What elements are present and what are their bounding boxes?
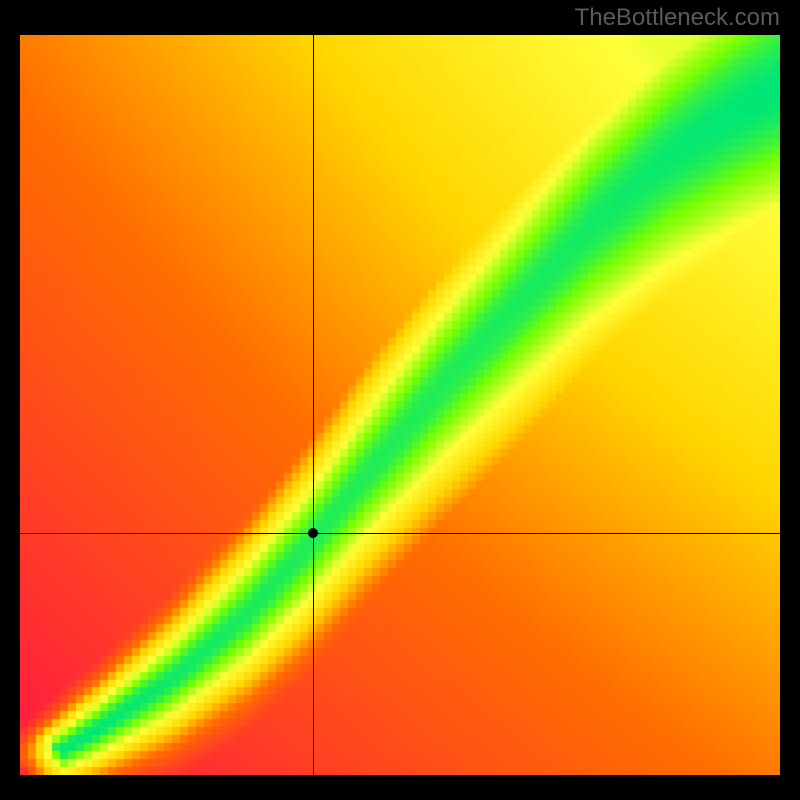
crosshair-marker: [308, 528, 318, 538]
heatmap-canvas: [20, 35, 780, 775]
watermark-text: TheBottleneck.com: [575, 4, 780, 32]
crosshair-horizontal: [20, 533, 780, 534]
crosshair-vertical: [313, 35, 314, 775]
heatmap-plot: [20, 35, 780, 775]
